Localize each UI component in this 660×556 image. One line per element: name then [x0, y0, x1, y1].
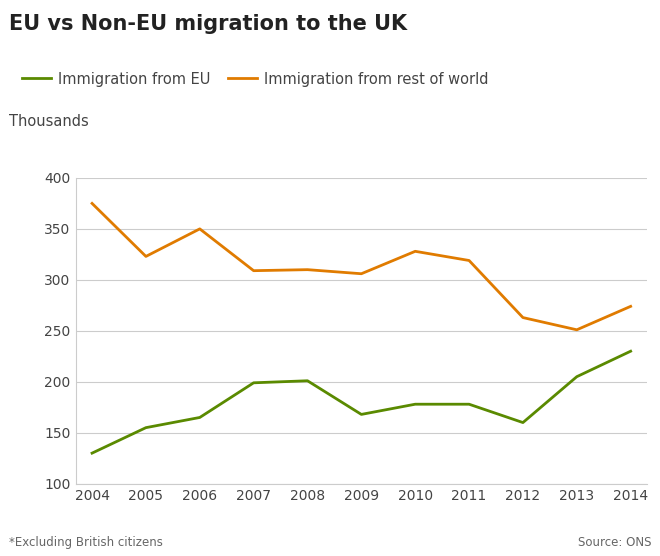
Immigration from EU	[411, 401, 419, 408]
Text: *Excluding British citizens: *Excluding British citizens	[9, 537, 162, 549]
Legend: Immigration from EU, Immigration from rest of world: Immigration from EU, Immigration from re…	[16, 66, 495, 92]
Text: Source: ONS: Source: ONS	[578, 537, 651, 549]
Immigration from EU	[627, 348, 635, 355]
Line: Immigration from EU: Immigration from EU	[92, 351, 631, 453]
Immigration from EU	[196, 414, 204, 421]
Immigration from rest of world	[357, 270, 365, 277]
Immigration from rest of world	[304, 266, 312, 273]
Immigration from EU	[88, 450, 96, 456]
Line: Immigration from rest of world: Immigration from rest of world	[92, 203, 631, 330]
Immigration from rest of world	[465, 257, 473, 264]
Immigration from rest of world	[573, 326, 581, 333]
Text: EU vs Non-EU migration to the UK: EU vs Non-EU migration to the UK	[9, 14, 407, 34]
Immigration from EU	[573, 374, 581, 380]
Immigration from EU	[304, 378, 312, 384]
Immigration from EU	[465, 401, 473, 408]
Immigration from EU	[142, 424, 150, 431]
Immigration from rest of world	[411, 248, 419, 255]
Immigration from rest of world	[196, 226, 204, 232]
Immigration from rest of world	[519, 314, 527, 321]
Immigration from rest of world	[249, 267, 257, 274]
Immigration from EU	[357, 411, 365, 418]
Immigration from rest of world	[142, 253, 150, 260]
Immigration from EU	[519, 419, 527, 426]
Immigration from rest of world	[627, 303, 635, 310]
Text: Thousands: Thousands	[9, 114, 88, 129]
Immigration from rest of world	[88, 200, 96, 207]
Immigration from EU	[249, 379, 257, 386]
